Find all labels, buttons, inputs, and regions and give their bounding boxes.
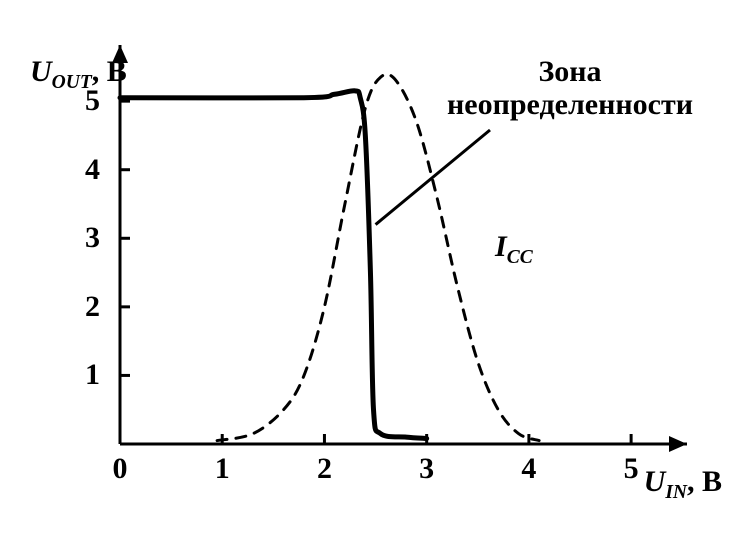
x-tick-label: 2 [317, 452, 332, 486]
x-tick-label: 5 [624, 452, 639, 486]
y-tick-label: 1 [85, 358, 100, 392]
y-tick-label: 3 [85, 221, 100, 255]
Icc-curve [217, 74, 539, 440]
x-axis-label: UIN, В [644, 465, 722, 504]
uncertainty-zone-label: Зона неопределенности [410, 55, 730, 121]
y-tick-label: 5 [85, 84, 100, 118]
y-axis-label: UOUT, В [30, 55, 127, 94]
x-tick-label: 0 [113, 452, 128, 486]
x-tick-label: 3 [419, 452, 434, 486]
x-tick-label: 1 [215, 452, 230, 486]
icc-series-label: ICC [495, 230, 533, 269]
y-tick-label: 4 [85, 153, 100, 187]
y-tick-label: 2 [85, 290, 100, 324]
Uout-curve [120, 91, 427, 439]
chart-container: UOUT, В UIN, В Зона неопределенности ICC… [0, 0, 742, 534]
x-tick-label: 4 [521, 452, 536, 486]
